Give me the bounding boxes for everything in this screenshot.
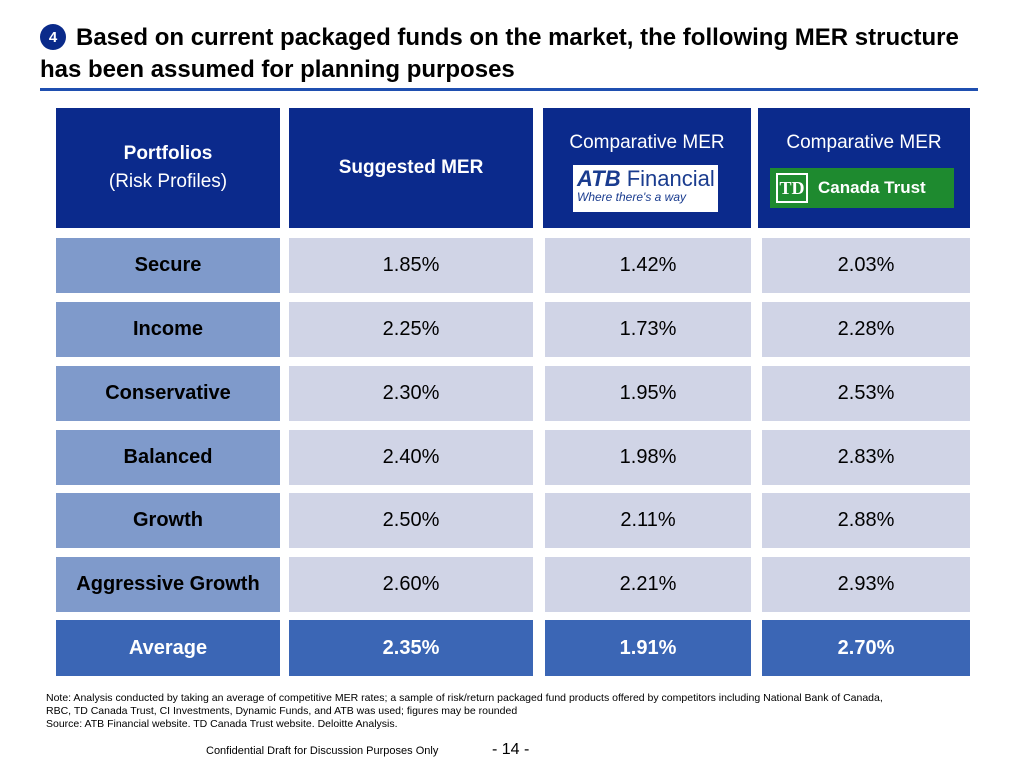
td-canada-trust-logo: TD Canada Trust <box>770 168 954 208</box>
td-logo-mark: TD <box>776 173 808 203</box>
header-suggested-mer-label: Suggested MER <box>338 157 484 178</box>
footnote-source: Source: ATB Financial website. TD Canada… <box>46 718 398 730</box>
page-number: - 14 - <box>492 741 530 758</box>
td-mer-secure: 2.03% <box>762 238 970 293</box>
header-portfolios: Portfolios (Risk Profiles) <box>56 108 280 228</box>
atb-mer-aggressive-growth: 2.21% <box>545 557 751 612</box>
atb-financial-logo: ATB Financial Where there's a way <box>573 165 718 212</box>
atb-mer-growth: 2.11% <box>545 493 751 548</box>
atb-mer-secure: 1.42% <box>545 238 751 293</box>
footnote: Note: Analysis conducted by taking an av… <box>46 692 986 731</box>
row-label-average: Average <box>56 620 280 676</box>
header-suggested-mer: Suggested MER <box>289 108 533 228</box>
footnote-line-1: Note: Analysis conducted by taking an av… <box>46 692 883 704</box>
suggested-mer-income: 2.25% <box>289 302 533 357</box>
row-label-conservative: Conservative <box>56 366 280 421</box>
header-comparative-td-label: Comparative MER <box>786 132 942 153</box>
row-label-income: Income <box>56 302 280 357</box>
header-risk-profiles-label: (Risk Profiles) <box>108 171 228 192</box>
td-mer-income: 2.28% <box>762 302 970 357</box>
td-mer-balanced: 2.83% <box>762 430 970 485</box>
td-logo-text: Canada Trust <box>818 178 926 197</box>
atb-logo-tagline: Where there's a way <box>577 190 687 204</box>
suggested-mer-aggressive-growth: 2.60% <box>289 557 533 612</box>
slide-title: Based on current packaged funds on the m… <box>40 24 959 83</box>
atb-mer-income: 1.73% <box>545 302 751 357</box>
header-comparative-atb-label: Comparative MER <box>569 132 725 153</box>
atb-logo-name: ATB <box>577 166 621 191</box>
td-mer-aggressive-growth: 2.93% <box>762 557 970 612</box>
header-portfolios-label: Portfolios <box>123 143 213 164</box>
suggested-mer-balanced: 2.40% <box>289 430 533 485</box>
atb-mer-average: 1.91% <box>545 620 751 676</box>
section-number-badge: 4 <box>40 24 66 50</box>
suggested-mer-average: 2.35% <box>289 620 533 676</box>
confidential-footer: Confidential Draft for Discussion Purpos… <box>206 745 439 757</box>
suggested-mer-secure: 1.85% <box>289 238 533 293</box>
slide-title-block: 4 Based on current packaged funds on the… <box>40 22 1000 86</box>
td-mer-conservative: 2.53% <box>762 366 970 421</box>
row-label-balanced: Balanced <box>56 430 280 485</box>
suggested-mer-conservative: 2.30% <box>289 366 533 421</box>
atb-mer-balanced: 1.98% <box>545 430 751 485</box>
row-label-aggressive-growth: Aggressive Growth <box>56 557 280 612</box>
row-label-growth: Growth <box>56 493 280 548</box>
footnote-line-2: RBC, TD Canada Trust, CI Investments, Dy… <box>46 705 518 717</box>
title-underline <box>40 88 978 91</box>
atb-logo-name-rest: Financial <box>620 166 715 191</box>
atb-mer-conservative: 1.95% <box>545 366 751 421</box>
row-label-secure: Secure <box>56 238 280 293</box>
td-mer-average: 2.70% <box>762 620 970 676</box>
suggested-mer-growth: 2.50% <box>289 493 533 548</box>
td-mer-growth: 2.88% <box>762 493 970 548</box>
